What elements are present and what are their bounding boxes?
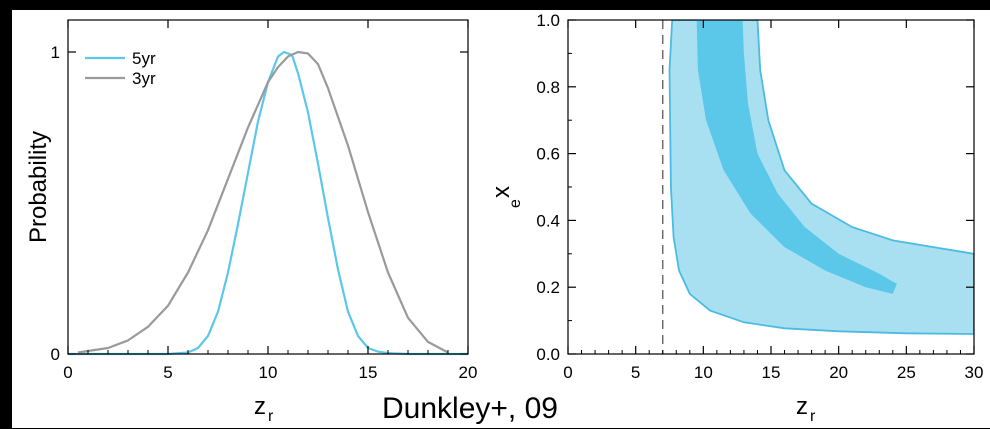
left-y-axis-label: Probability — [25, 131, 52, 243]
right-y-tick-label: 0.4 — [536, 211, 560, 230]
left-y-tick-label: 0 — [51, 345, 60, 364]
legend: 5yr 3yr — [85, 49, 156, 88]
left-panel-background — [12, 10, 482, 428]
right-x-tick-label: 10 — [694, 363, 713, 382]
left-x-axis-label: z — [254, 393, 266, 420]
right-y-axis-label-subscript: e — [507, 199, 524, 208]
series-line-3yr — [77, 50, 449, 354]
left-x-axis-label-subscript: r — [268, 408, 274, 425]
left-x-tick-label: 10 — [259, 363, 278, 382]
left-black-strip — [0, 0, 12, 345]
series-line-5yr — [68, 50, 468, 356]
legend-3yr-label: 3yr — [132, 69, 156, 88]
contour-chart: 0 5 10 15 20 25 30 0.0 0.2 0.4 0.6 0.8 1.0 x e z r — [488, 11, 983, 425]
legend-5yr-label: 5yr — [132, 49, 156, 68]
right-y-axis-label: x — [488, 186, 515, 198]
right-x-axis-label-subscript: r — [810, 408, 816, 425]
right-y-tick-label: 0.0 — [536, 345, 560, 364]
left-x-tick-label: 15 — [359, 363, 378, 382]
right-y-tick-label: 1.0 — [536, 11, 560, 30]
contour-68-region — [696, 20, 897, 294]
right-y-tick-label: 0.8 — [536, 78, 560, 97]
caption-black-strip — [0, 345, 10, 429]
right-x-tick-label: 25 — [897, 363, 916, 382]
right-x-tick-label: 15 — [762, 363, 781, 382]
right-x-axis-label: z — [796, 393, 808, 420]
probability-chart: 0 5 10 15 20 0 1 5yr 3yr Probability z r — [25, 19, 478, 425]
right-x-tick-label: 0 — [563, 363, 572, 382]
left-y-tick-label: 1 — [51, 43, 60, 62]
right-x-tick-label: 20 — [829, 363, 848, 382]
left-x-tick-label: 20 — [459, 363, 478, 382]
left-x-tick-label: 5 — [163, 363, 172, 382]
citation-caption: Dunkley+, 09 — [382, 392, 558, 425]
right-x-tick-label: 30 — [965, 363, 984, 382]
right-y-tick-label: 0.6 — [536, 145, 560, 164]
left-x-tick-label: 0 — [63, 363, 72, 382]
right-y-tick-label: 0.2 — [536, 278, 560, 297]
right-x-tick-label: 5 — [631, 363, 640, 382]
